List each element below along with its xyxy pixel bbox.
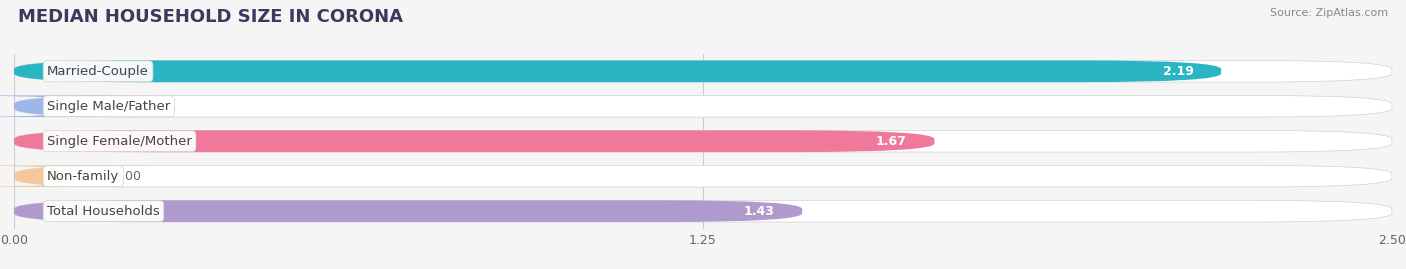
Text: Non-family: Non-family (48, 170, 120, 183)
Text: Source: ZipAtlas.com: Source: ZipAtlas.com (1270, 8, 1388, 18)
Text: Total Households: Total Households (48, 205, 160, 218)
FancyBboxPatch shape (14, 200, 803, 222)
FancyBboxPatch shape (0, 95, 152, 117)
Text: MEDIAN HOUSEHOLD SIZE IN CORONA: MEDIAN HOUSEHOLD SIZE IN CORONA (18, 8, 404, 26)
FancyBboxPatch shape (14, 130, 935, 152)
FancyBboxPatch shape (14, 61, 1392, 82)
Text: Single Male/Father: Single Male/Father (48, 100, 170, 113)
FancyBboxPatch shape (14, 200, 1392, 222)
FancyBboxPatch shape (14, 95, 1392, 117)
Text: 0.00: 0.00 (114, 170, 141, 183)
Text: 1.43: 1.43 (744, 205, 775, 218)
Text: 0.00: 0.00 (114, 100, 141, 113)
FancyBboxPatch shape (14, 165, 1392, 187)
FancyBboxPatch shape (14, 61, 1220, 82)
FancyBboxPatch shape (14, 130, 1392, 152)
Text: Married-Couple: Married-Couple (48, 65, 149, 78)
Text: Single Female/Mother: Single Female/Mother (48, 135, 193, 148)
Text: 2.19: 2.19 (1163, 65, 1194, 78)
FancyBboxPatch shape (0, 165, 152, 187)
Text: 1.67: 1.67 (876, 135, 907, 148)
